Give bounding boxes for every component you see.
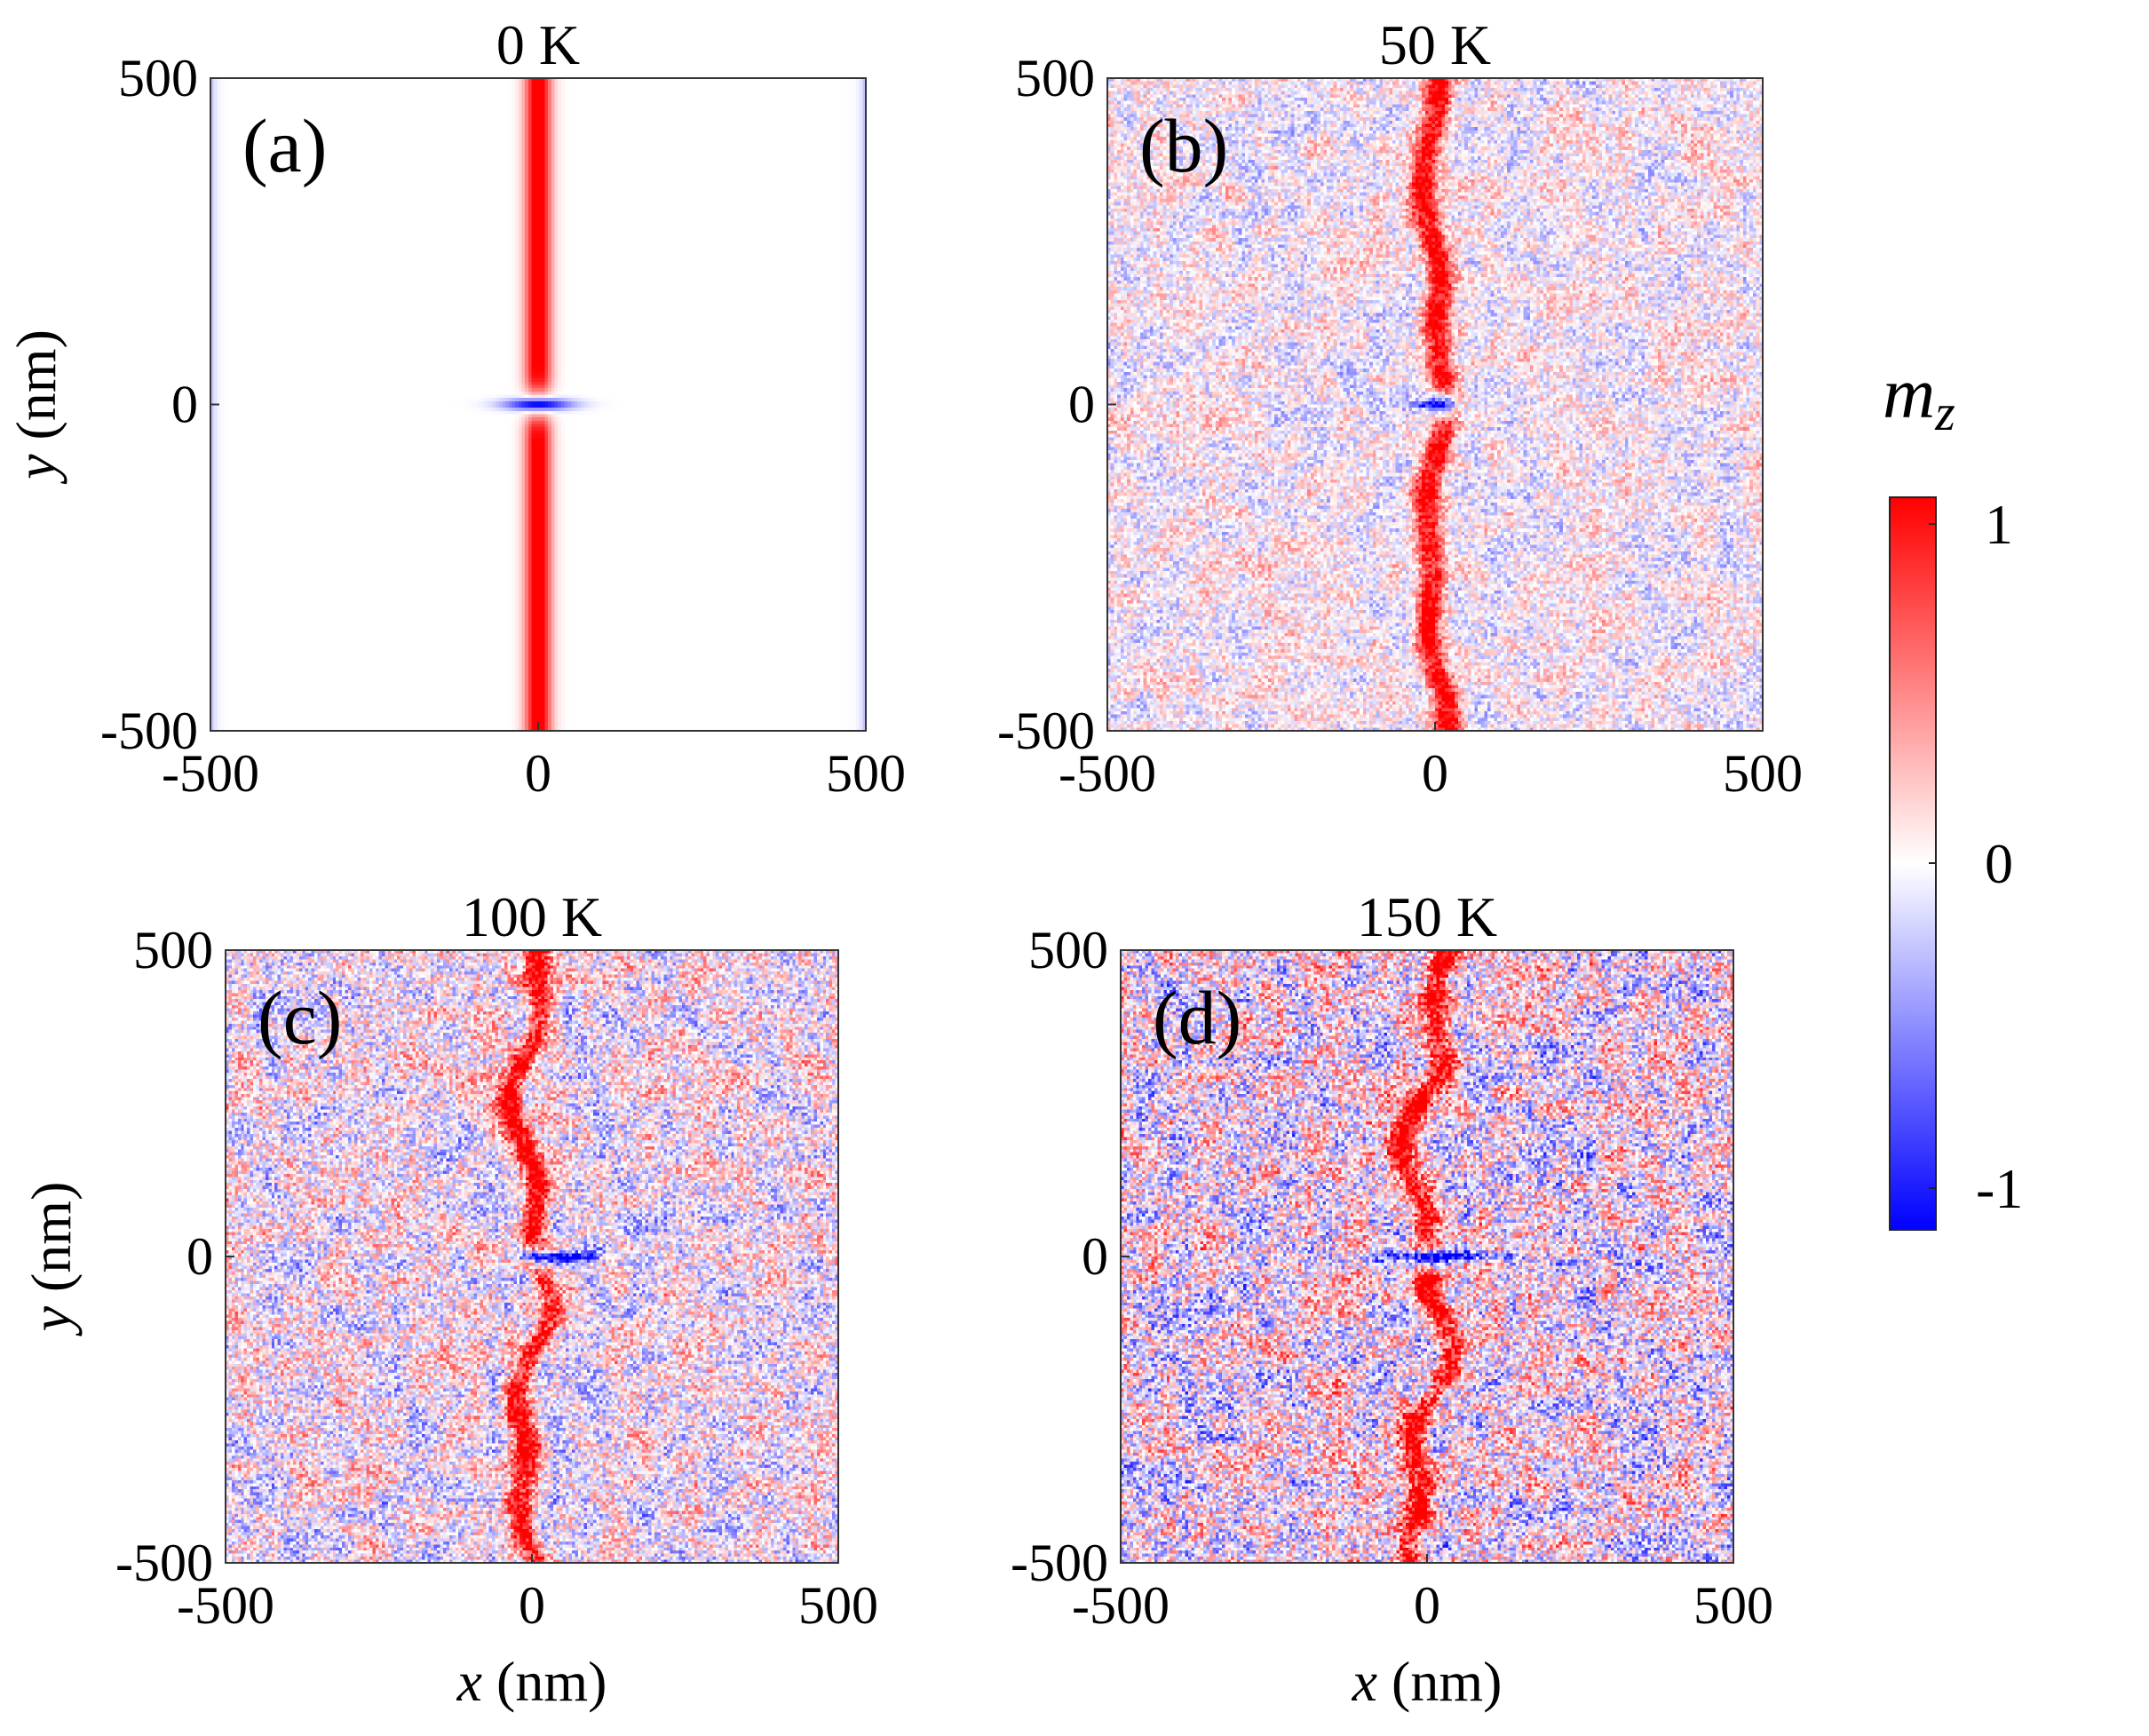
x-tick-label: 500 xyxy=(798,1576,878,1635)
y-tick-label: 500 xyxy=(1028,921,1108,979)
panel-title: 150 K xyxy=(1357,885,1497,948)
x-axis-label-unit: (nm) xyxy=(1377,1650,1502,1713)
y-tick-label: -500 xyxy=(1011,1534,1108,1592)
panel-title: 100 K xyxy=(462,885,602,948)
y-tick-label: -500 xyxy=(100,702,198,760)
colorbar-label: mz xyxy=(1883,353,1955,441)
heatmap-image xyxy=(226,950,838,1563)
colorbar-label-sub: z xyxy=(1934,384,1955,441)
panel-letter: (d) xyxy=(1153,975,1241,1060)
panel-letter: (b) xyxy=(1139,103,1228,188)
x-tick-label: 500 xyxy=(1723,744,1803,803)
x-tick-label: 500 xyxy=(1693,1576,1773,1635)
x-tick-label: 0 xyxy=(1414,1576,1440,1635)
panel-letter: (a) xyxy=(242,103,327,188)
colorbar-tick-mid: 0 xyxy=(1985,832,2013,895)
y-axis-label-var: y xyxy=(20,1305,83,1336)
panel-d: 150 K (d) -500 0 500 500 0 -500 x (nm) xyxy=(1011,885,1773,1713)
x-tick-label: 0 xyxy=(525,744,551,803)
y-tick-label: 0 xyxy=(171,376,198,434)
x-tick-label: -500 xyxy=(1059,744,1156,803)
x-axis-label-var: x xyxy=(1352,1650,1377,1713)
y-axis-label: y (nm) xyxy=(4,329,67,485)
y-tick-label: -500 xyxy=(115,1534,213,1592)
x-axis-label-unit: (nm) xyxy=(482,1650,607,1713)
heatmap-image xyxy=(1107,78,1763,731)
x-axis-label: x (nm) xyxy=(1352,1650,1503,1713)
colorbar-tick-high: 1 xyxy=(1985,493,2013,556)
x-axis-label-var: x xyxy=(456,1650,482,1713)
y-tick-label: 500 xyxy=(118,49,198,107)
x-tick-label: -500 xyxy=(162,744,259,803)
y-tick-label: -500 xyxy=(997,702,1095,760)
y-axis-label-var: y xyxy=(4,454,67,485)
y-axis-label-unit: (nm) xyxy=(20,1182,83,1306)
x-tick-label: -500 xyxy=(1072,1576,1170,1635)
panel-title: 50 K xyxy=(1379,13,1491,76)
y-tick-label: 500 xyxy=(133,921,213,979)
colorbar-gradient xyxy=(1889,496,1937,1231)
panel-b: 50 K (b) -500 0 500 500 0 -500 xyxy=(997,13,1803,803)
panel-letter: (c) xyxy=(258,975,342,1060)
y-axis-label-unit: (nm) xyxy=(4,329,67,454)
x-axis-label: x (nm) xyxy=(456,1650,607,1713)
panel-title: 0 K xyxy=(496,13,580,76)
heatmap-image xyxy=(210,78,866,731)
y-axis-label: y (nm) xyxy=(20,1182,83,1337)
y-tick-label: 0 xyxy=(186,1227,213,1286)
x-tick-label: 0 xyxy=(1422,744,1448,803)
x-tick-label: 500 xyxy=(826,744,906,803)
colorbar-tick-low: -1 xyxy=(1976,1157,2023,1220)
colorbar-label-main: m xyxy=(1883,353,1935,433)
heatmap-image xyxy=(1121,950,1733,1563)
y-tick-label: 500 xyxy=(1015,49,1095,107)
y-tick-label: 0 xyxy=(1068,376,1095,434)
panel-a: 0 K (a) -500 0 500 500 0 -500 y (nm) xyxy=(4,13,906,803)
colorbar: mz 1 0 -1 xyxy=(1883,353,2023,1231)
x-tick-label: -500 xyxy=(177,1576,274,1635)
x-tick-label: 0 xyxy=(519,1576,545,1635)
y-tick-label: 0 xyxy=(1082,1227,1108,1286)
